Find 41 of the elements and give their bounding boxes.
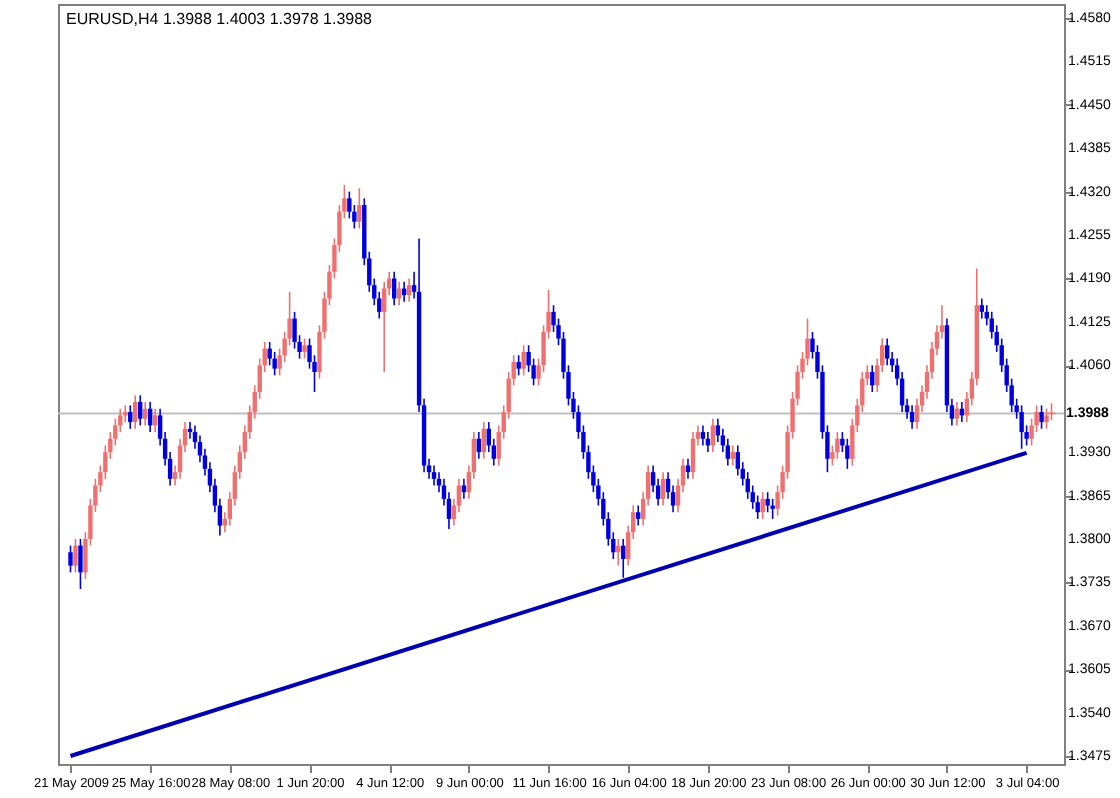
candlestick (845, 437, 850, 470)
candlestick (765, 491, 770, 514)
candlestick (770, 498, 775, 520)
candlestick (521, 344, 526, 377)
candlestick (685, 458, 691, 480)
candlestick (152, 407, 158, 433)
candlestick (401, 281, 407, 303)
candlestick (396, 281, 402, 306)
candlestick (138, 394, 143, 427)
candlestick (1039, 404, 1044, 430)
candlestick (954, 401, 960, 427)
candlestick (302, 337, 307, 360)
candlestick (1044, 407, 1049, 430)
candlestick (979, 297, 984, 320)
candlestick (128, 404, 133, 430)
candlestick (710, 417, 716, 453)
candlestick (142, 401, 148, 427)
candlestick (884, 337, 890, 367)
candlestick (760, 491, 765, 520)
candlestick (835, 431, 840, 460)
candlestick (133, 394, 138, 430)
candlestick (68, 544, 73, 574)
candlestick (357, 187, 362, 230)
candlestick (755, 494, 760, 520)
candlestick (909, 404, 915, 430)
candlestick (406, 277, 412, 303)
candlestick (516, 354, 521, 377)
candlestick (700, 424, 706, 447)
candlestick (660, 471, 666, 507)
candlestick (391, 271, 397, 306)
candlestick (347, 190, 352, 220)
chart-title: EURUSD,H4 1.3988 1.4003 1.3978 1.3988 (66, 10, 374, 28)
candlestick (73, 538, 78, 574)
candlestick (78, 538, 83, 590)
candlestick (690, 431, 696, 480)
candlestick (635, 504, 641, 527)
candlestick (431, 464, 437, 487)
candlestick (267, 341, 272, 367)
candlestick (730, 444, 735, 467)
candlestick (1019, 404, 1024, 450)
candlestick (725, 437, 731, 467)
